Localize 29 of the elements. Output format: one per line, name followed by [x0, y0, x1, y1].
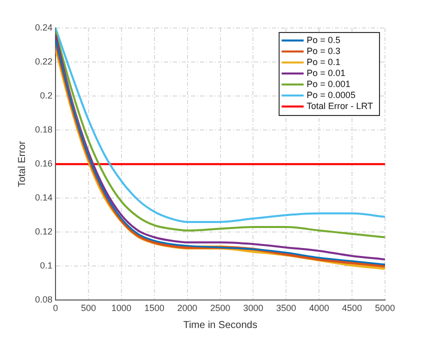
y-tick-label: 0.2 — [40, 90, 53, 101]
y-tick-label: 0.14 — [34, 192, 53, 203]
x-tick-label: 2500 — [210, 303, 230, 314]
legend-label: Po = 0.1 — [306, 56, 340, 67]
y-tick-label: 0.22 — [34, 56, 53, 67]
legend-label: Po = 0.0005 — [306, 90, 356, 100]
legend-label: Po = 0.5 — [306, 34, 340, 45]
x-tick-label: 5000 — [374, 303, 396, 314]
x-tick-label: 3500 — [276, 303, 296, 314]
y-tick-label: 0.12 — [34, 226, 53, 237]
legend-label: Total Error - LRT — [306, 100, 374, 111]
y-tick-label: 0.24 — [34, 22, 53, 32]
x-tick-label: 3000 — [243, 303, 264, 314]
x-tick-label: 1500 — [144, 303, 164, 314]
legend-label: Po = 0.3 — [306, 46, 340, 56]
legend-label: Po = 0.001 — [306, 78, 350, 89]
y-tick-label: 0.16 — [34, 158, 53, 169]
x-tick-label: 2000 — [177, 303, 198, 314]
x-tick-label: 4500 — [342, 303, 362, 314]
x-tick-label: 500 — [80, 303, 96, 314]
x-axis-title: Time in Seconds — [183, 320, 258, 331]
legend-label: Po = 0.01 — [306, 68, 346, 78]
y-tick-label: 0.08 — [34, 294, 53, 305]
y-tick-label: 0.18 — [34, 124, 53, 135]
y-axis-title: Total Error — [16, 140, 28, 188]
x-tick-label: 0 — [53, 303, 58, 314]
y-tick-label: 0.1 — [40, 260, 53, 271]
x-tick-label: 1000 — [111, 303, 132, 314]
x-tick-label: 4000 — [309, 303, 330, 314]
